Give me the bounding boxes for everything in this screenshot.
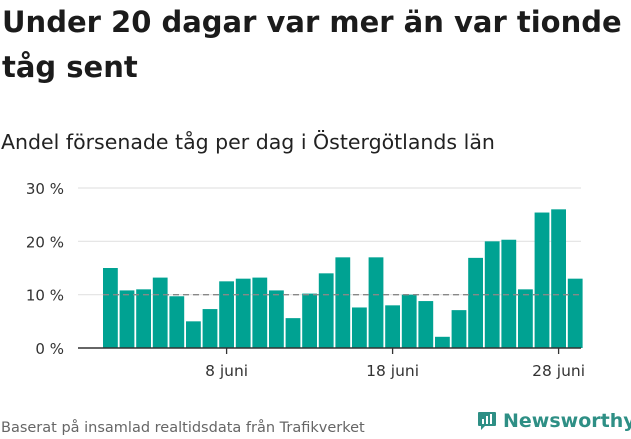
- bar: [136, 289, 151, 348]
- y-tick-label: 20 %: [26, 233, 64, 251]
- bar: [352, 307, 367, 348]
- bar: [235, 278, 251, 348]
- bar: [518, 289, 533, 348]
- y-tick-label: 0 %: [35, 340, 64, 358]
- x-tick-label: 28 juni: [532, 362, 585, 380]
- bar: [252, 277, 268, 348]
- y-tick-label: 30 %: [26, 180, 64, 198]
- bar: [219, 281, 234, 348]
- bar: [534, 212, 550, 348]
- bar: [385, 305, 400, 348]
- y-tick-label: 10 %: [26, 287, 64, 305]
- brand-logo: Newsworthy: [476, 410, 631, 432]
- bar: [401, 294, 417, 348]
- bar: [202, 309, 218, 348]
- brand-name: Newsworthy: [503, 410, 631, 432]
- newsworthy-logo-icon: [478, 412, 496, 430]
- bar: [368, 257, 384, 348]
- bar: [152, 277, 168, 348]
- bar: [318, 273, 334, 348]
- chart-subtitle: Andel försenade tåg per dag i Östergötla…: [1, 130, 495, 154]
- bar: [103, 268, 118, 348]
- bar: [551, 209, 566, 348]
- bar: [285, 318, 301, 348]
- x-axis: 8 juni 18 juni 28 juni: [78, 347, 585, 380]
- bar: [501, 239, 517, 348]
- bar: [169, 296, 185, 348]
- bar: [335, 257, 351, 348]
- x-tick-label: 8 juni: [205, 362, 248, 380]
- y-axis-labels: 0 % 10 % 20 % 30 %: [26, 180, 64, 358]
- bar: [435, 336, 450, 348]
- bar: [468, 257, 483, 348]
- bar: [418, 301, 434, 348]
- bar: [484, 241, 500, 348]
- bar: [302, 293, 317, 348]
- x-tick-label: 18 juni: [366, 362, 419, 380]
- bar: [119, 290, 135, 348]
- chart-title: Under 20 dagar var mer än var tionde tåg…: [2, 5, 622, 84]
- bar: [567, 278, 583, 348]
- source-note: Baserat på insamlad realtidsdata från Tr…: [1, 420, 365, 436]
- bar-chart: 0 % 10 % 20 % 30 % 8 juni 18 juni 28 juni: [26, 180, 585, 380]
- bar: [451, 310, 467, 348]
- bars: [103, 209, 583, 348]
- bar: [186, 321, 201, 348]
- bar: [269, 290, 284, 348]
